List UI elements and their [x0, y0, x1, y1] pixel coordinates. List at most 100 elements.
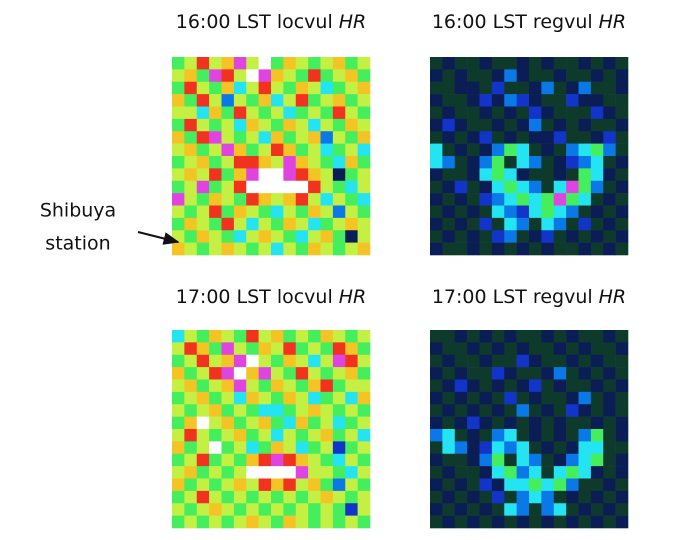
heatmap-cell	[504, 342, 517, 356]
heatmap-cell	[504, 118, 517, 132]
heatmap-cell	[258, 57, 272, 70]
heatmap-cell	[529, 429, 542, 442]
heatmap-cell	[430, 342, 443, 356]
heatmap-cell	[221, 404, 235, 417]
heatmap-cell	[578, 367, 592, 380]
heatmap-cell	[295, 69, 309, 83]
heatmap-cell	[454, 503, 468, 516]
heatmap-cell	[504, 503, 517, 516]
heatmap-cell	[430, 143, 443, 157]
heatmap-cell	[332, 69, 346, 83]
heatmap-cell	[320, 453, 334, 467]
heatmap-cell	[320, 466, 334, 479]
heatmap-cell	[578, 131, 592, 144]
heatmap-cell	[295, 217, 309, 231]
heatmap-cell	[566, 490, 579, 504]
heatmap-cell	[320, 143, 334, 157]
heatmap-cell	[332, 330, 346, 343]
heatmap-cell	[430, 367, 443, 380]
heatmap-cell	[246, 57, 259, 70]
heatmap-cell	[442, 131, 456, 144]
heatmap-cell	[454, 342, 468, 356]
heatmap-cell	[308, 478, 321, 492]
heatmap-cell	[172, 118, 185, 132]
heatmap-cell	[332, 242, 346, 256]
heatmap-cell	[442, 205, 456, 219]
heatmap-cell	[345, 217, 358, 231]
heatmap-cell	[590, 156, 604, 169]
heatmap-cell	[209, 478, 222, 492]
heatmap-cell	[516, 106, 530, 120]
heatmap-cell	[320, 205, 334, 219]
heatmap-cell	[209, 230, 222, 243]
heatmap-cell	[295, 330, 309, 343]
heatmap-cell	[590, 94, 604, 107]
heatmap-cell	[553, 217, 567, 231]
heatmap-cell	[467, 81, 480, 95]
heatmap-cell	[479, 205, 493, 219]
heatmap-cell	[320, 106, 334, 120]
heatmap-cell	[221, 106, 235, 120]
heatmap-cell	[357, 118, 371, 132]
heatmap-cell	[271, 379, 284, 393]
heatmap-cell	[479, 106, 493, 120]
heatmap-cell	[529, 441, 542, 455]
heatmap-cell	[454, 367, 468, 380]
heatmap-cell	[258, 131, 272, 144]
heatmap-cell	[345, 69, 358, 83]
heatmap-cell	[221, 515, 235, 529]
heatmap-cell	[529, 94, 542, 107]
heatmap-cell	[615, 478, 629, 492]
heatmap-cell	[345, 205, 358, 219]
heatmap-cell	[233, 466, 247, 479]
heatmap-cell	[615, 118, 629, 132]
title-italic: HR	[599, 11, 627, 33]
heatmap-cell	[578, 193, 592, 206]
heatmap-cell	[308, 367, 321, 380]
heatmap-cell	[172, 404, 185, 417]
heatmap-cell	[209, 94, 222, 107]
heatmap-cell	[233, 367, 247, 380]
heatmap-cell	[553, 168, 567, 182]
heatmap-cell	[603, 168, 616, 182]
heatmap-cell	[209, 106, 222, 120]
heatmap-cell	[553, 131, 567, 144]
heatmap-cell	[357, 242, 371, 256]
heatmap-cell	[603, 441, 616, 455]
heatmap-cell	[308, 193, 321, 206]
heatmap-cell	[430, 168, 443, 182]
heatmap-cell	[430, 515, 443, 529]
heatmap-cell	[172, 180, 185, 194]
heatmap-cell	[430, 441, 443, 455]
heatmap-cell	[454, 131, 468, 144]
heatmap-cell	[258, 515, 272, 529]
heatmap-cell	[332, 453, 346, 467]
heatmap-cell	[553, 453, 567, 467]
heatmap-cell	[491, 466, 505, 479]
heatmap-cell	[184, 69, 198, 83]
heatmap-cell	[516, 515, 530, 529]
title-italic: HR	[339, 11, 367, 33]
heatmap-cell	[233, 490, 247, 504]
heatmap-cell	[430, 205, 443, 219]
heatmap-cell	[209, 180, 222, 194]
heatmap-cell	[603, 106, 616, 120]
heatmap-cell	[320, 379, 334, 393]
heatmap-cell	[196, 515, 210, 529]
heatmap-cell	[258, 81, 272, 95]
heatmap-cell	[603, 478, 616, 492]
heatmap-cell	[233, 168, 247, 182]
heatmap-cell	[578, 242, 592, 256]
heatmap-cell	[345, 354, 358, 368]
heatmap-cell	[357, 193, 371, 206]
heatmap-cell	[454, 193, 468, 206]
heatmap-cell	[541, 379, 555, 393]
heatmap-cell	[271, 118, 284, 132]
heatmap-cell	[233, 180, 247, 194]
heatmap-cell	[283, 69, 297, 83]
heatmap-cell	[271, 106, 284, 120]
heatmap-cell	[541, 81, 555, 95]
heatmap-cell	[308, 503, 321, 516]
heatmap-cell	[541, 69, 555, 83]
heatmap-cell	[504, 404, 517, 417]
